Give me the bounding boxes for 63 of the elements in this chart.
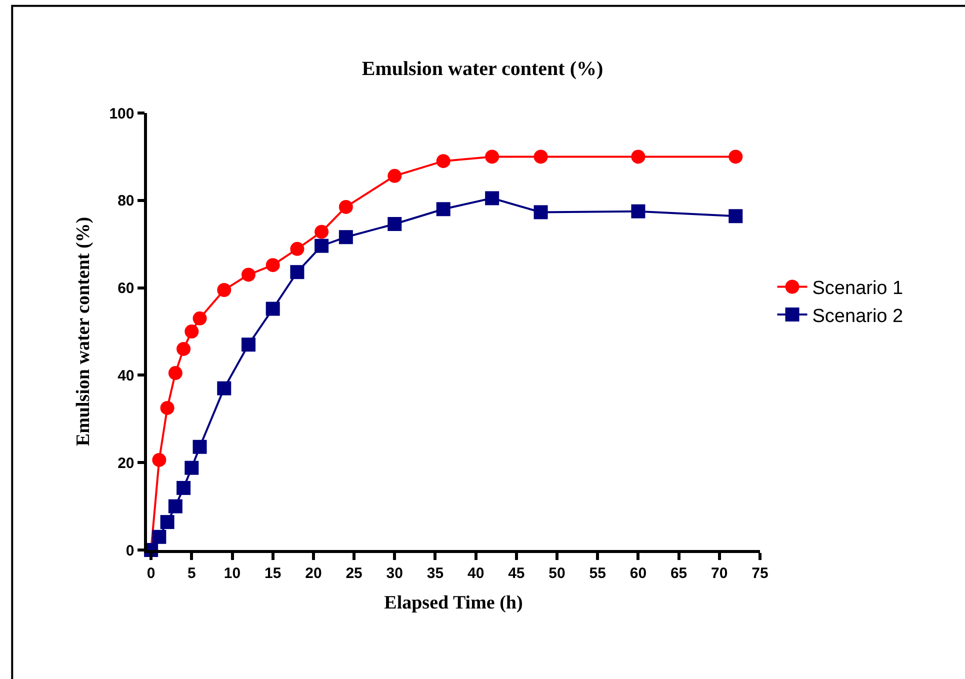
x-tick-label: 45: [508, 564, 525, 582]
point: [631, 150, 646, 164]
point: [388, 217, 402, 231]
y-axis-title: Emulsion water content (%): [73, 216, 94, 446]
point: [314, 224, 329, 239]
point: [192, 440, 207, 454]
point: [338, 200, 353, 214]
x-tick-label: 70: [711, 564, 728, 582]
point: [184, 460, 199, 475]
y-tick-label: 60: [118, 280, 134, 298]
point: [168, 366, 182, 380]
point: [176, 342, 191, 356]
point: [168, 499, 182, 514]
chart-title: Emulsion water content (%): [362, 58, 604, 80]
x-tick-label: 40: [467, 564, 484, 582]
x-tick-label: 25: [346, 564, 362, 582]
point: [241, 338, 256, 352]
point: [338, 230, 353, 244]
point: [152, 530, 166, 544]
point: [266, 258, 280, 272]
x-tick-label: 10: [224, 564, 241, 582]
x-tick-label: 75: [752, 564, 768, 582]
y-tick-label: 100: [109, 105, 134, 122]
x-tick-label: 65: [670, 564, 688, 582]
x-tick-label: 15: [264, 564, 282, 582]
point: [631, 204, 646, 218]
point: [184, 324, 199, 338]
point: [728, 150, 743, 164]
point: [485, 191, 500, 206]
point: [266, 302, 280, 316]
y-tick-label: 20: [118, 454, 134, 472]
point: [534, 205, 548, 220]
x-tick-label: 55: [589, 564, 606, 582]
point: [290, 242, 304, 256]
point: [314, 238, 329, 253]
point: [152, 452, 166, 467]
x-tick-label: 50: [548, 564, 566, 582]
point: [388, 168, 402, 183]
point: [485, 150, 500, 164]
y-tick-label: 0: [126, 542, 134, 560]
point: [436, 202, 450, 216]
x-tick-label: 0: [146, 564, 156, 582]
x-tick-label: 5: [187, 564, 196, 582]
x-tick-label: 20: [305, 564, 322, 582]
point: [728, 209, 743, 224]
y-tick-label: 80: [118, 192, 134, 210]
point: [217, 381, 232, 396]
point: [534, 150, 548, 164]
point: [176, 480, 191, 495]
point: [192, 311, 207, 326]
point: [160, 515, 174, 530]
x-axis-title: Elapsed Time (h): [384, 592, 523, 614]
legend-label: Scenario 2: [812, 306, 904, 327]
point: [241, 268, 256, 282]
point: [290, 265, 304, 280]
point: [436, 154, 450, 168]
y-tick-label: 40: [118, 367, 134, 384]
x-tick-label: 30: [386, 564, 403, 582]
point: [160, 400, 174, 415]
point: [217, 282, 232, 297]
legend-label: Scenario 1: [812, 278, 904, 300]
x-tick-label: 35: [426, 564, 444, 582]
x-tick-label: 60: [630, 564, 647, 582]
